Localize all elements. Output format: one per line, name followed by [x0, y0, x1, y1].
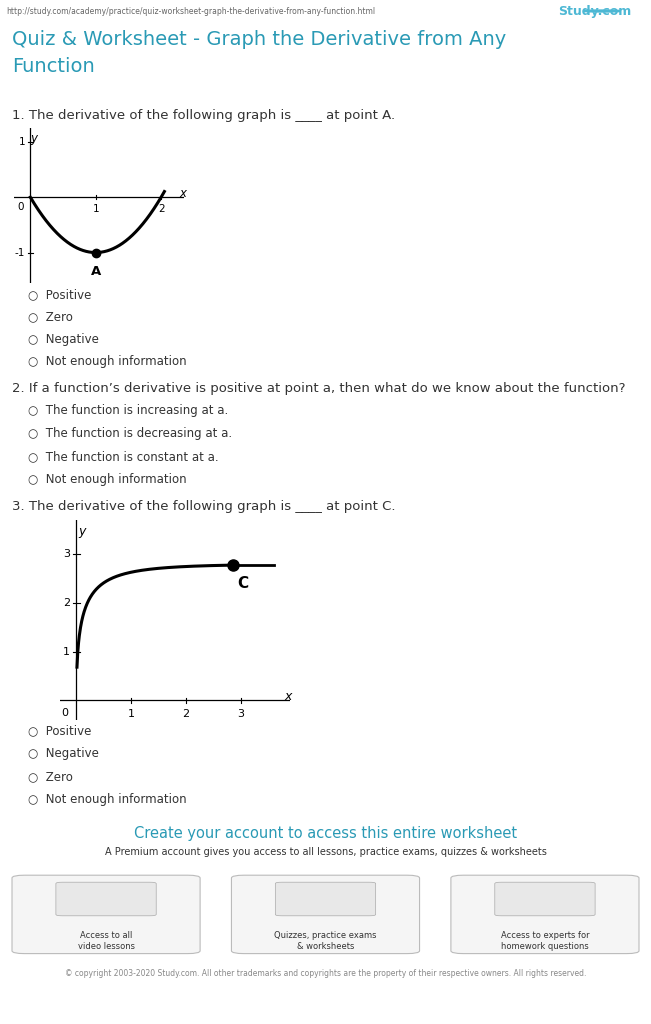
Text: 3: 3	[237, 710, 244, 719]
Text: 1: 1	[92, 204, 99, 214]
Text: ○  The function is constant at a.: ○ The function is constant at a.	[28, 450, 218, 463]
Text: http://study.com/academy/practice/quiz-worksheet-graph-the-derivative-from-any-f: http://study.com/academy/practice/quiz-w…	[7, 6, 376, 15]
Text: A Premium account gives you access to all lessons, practice exams, quizzes & wor: A Premium account gives you access to al…	[105, 847, 546, 857]
FancyBboxPatch shape	[495, 883, 595, 915]
Text: A: A	[90, 265, 101, 278]
Text: 0: 0	[61, 708, 68, 718]
Text: Access to experts for
homework questions: Access to experts for homework questions	[501, 931, 589, 951]
Text: Quizzes, practice exams
& worksheets: Quizzes, practice exams & worksheets	[274, 931, 377, 951]
Text: Study.com: Study.com	[558, 4, 631, 17]
FancyBboxPatch shape	[232, 876, 419, 953]
Text: C: C	[237, 575, 248, 591]
Text: 1: 1	[18, 137, 25, 146]
Text: Create your account to access this entire worksheet: Create your account to access this entir…	[134, 826, 517, 841]
Text: ○  Negative: ○ Negative	[28, 746, 98, 760]
Text: © copyright 2003-2020 Study.com. All other trademarks and copyrights are the pro: © copyright 2003-2020 Study.com. All oth…	[65, 969, 586, 978]
Text: y: y	[31, 132, 38, 144]
Text: x: x	[180, 187, 186, 201]
Text: 2: 2	[62, 598, 70, 608]
Text: ○  Not enough information: ○ Not enough information	[28, 793, 186, 806]
Text: Quiz & Worksheet - Graph the Derivative from Any
Function: Quiz & Worksheet - Graph the Derivative …	[12, 30, 506, 76]
Text: 2: 2	[182, 710, 189, 719]
FancyBboxPatch shape	[56, 883, 156, 915]
Text: ○  Positive: ○ Positive	[28, 288, 91, 301]
Text: 1: 1	[128, 710, 135, 719]
Text: ○  The function is decreasing at a.: ○ The function is decreasing at a.	[28, 427, 232, 440]
Text: 2. If a function’s derivative is positive at point a, then what do we know about: 2. If a function’s derivative is positiv…	[12, 382, 626, 395]
Text: ○  Zero: ○ Zero	[28, 310, 72, 324]
FancyBboxPatch shape	[12, 876, 200, 953]
Text: ○  Not enough information: ○ Not enough information	[28, 355, 186, 369]
Text: x: x	[284, 690, 292, 703]
FancyBboxPatch shape	[451, 876, 639, 953]
Text: 2: 2	[158, 204, 165, 214]
Text: 3. The derivative of the following graph is ____ at point C.: 3. The derivative of the following graph…	[12, 500, 396, 513]
Text: ○  Positive: ○ Positive	[28, 724, 91, 737]
Text: 0: 0	[18, 202, 24, 212]
Text: 1: 1	[63, 647, 70, 656]
Circle shape	[586, 10, 618, 11]
Text: 3: 3	[63, 549, 70, 559]
Text: ○  Zero: ○ Zero	[28, 770, 72, 783]
Text: ○  The function is increasing at a.: ○ The function is increasing at a.	[28, 404, 228, 417]
Text: 1. The derivative of the following graph is ____ at point A.: 1. The derivative of the following graph…	[12, 109, 395, 122]
Text: ○  Not enough information: ○ Not enough information	[28, 473, 186, 485]
Text: -1: -1	[15, 248, 25, 258]
Text: ○  Negative: ○ Negative	[28, 333, 98, 346]
FancyBboxPatch shape	[275, 883, 376, 915]
Text: Access to all
video lessons: Access to all video lessons	[77, 931, 135, 951]
Text: y: y	[78, 525, 85, 538]
